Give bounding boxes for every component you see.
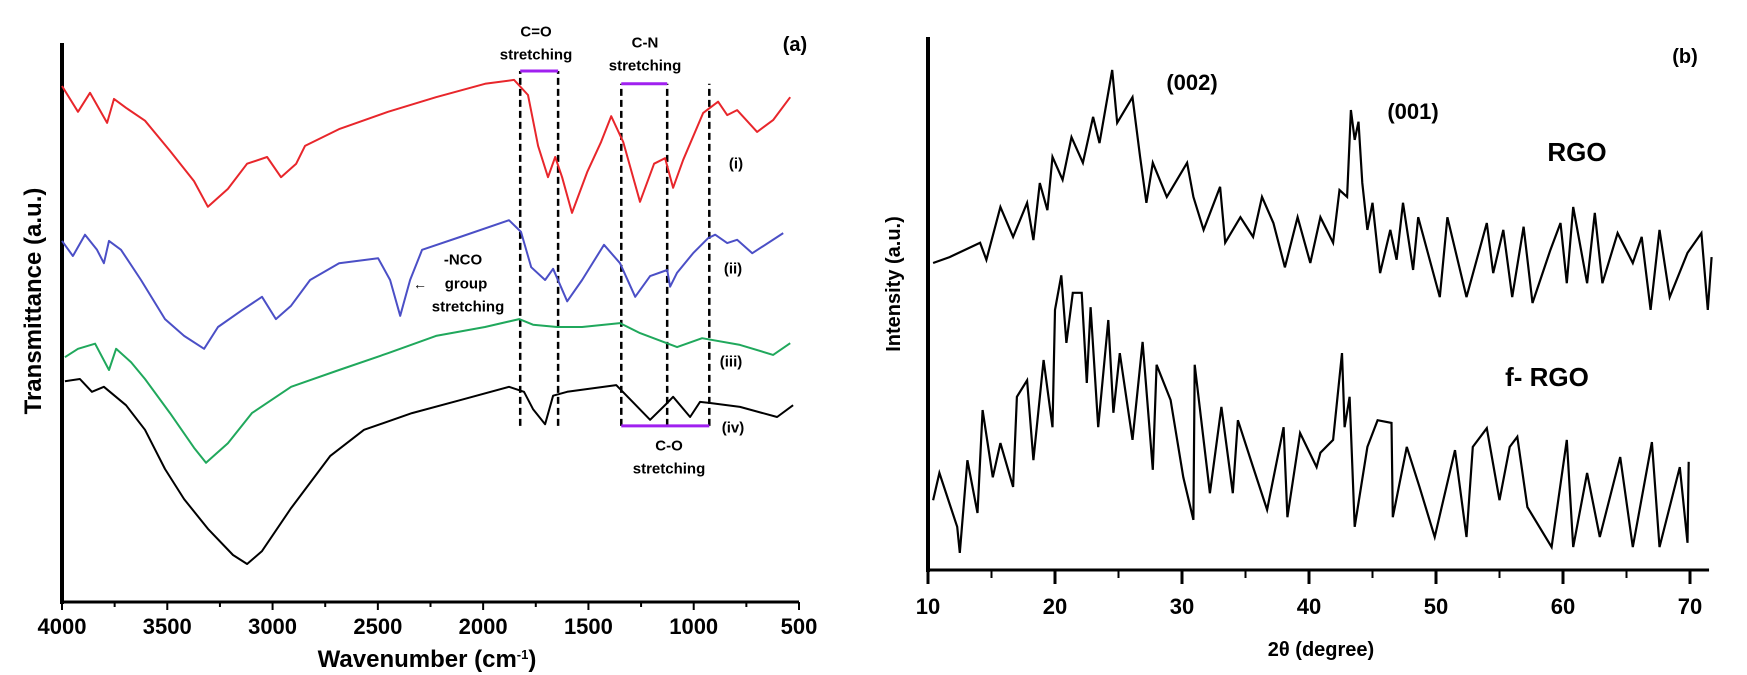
co-label: C=O <box>520 23 552 41</box>
cn-label: C-N <box>631 34 659 52</box>
peak-label-001: (001) <box>1387 99 1439 124</box>
curve-label-ii: (ii) <box>723 260 743 278</box>
nco-label: -NCO <box>443 251 483 269</box>
ftir-curve-iv <box>64 378 794 565</box>
peak-label-002: (002) <box>1166 70 1218 95</box>
c-o-sub-label: stretching <box>632 460 706 478</box>
panel-a-x-tick-label: 3000 <box>248 614 298 639</box>
panel-b-label: (b) <box>1672 46 1698 68</box>
curve-label-iv: (iv) <box>721 419 745 437</box>
x-title-main: Wavenumber (cm <box>317 646 517 673</box>
curve-label-i: (i) <box>728 155 744 173</box>
panel-a-x-axis-title: Wavenumber (cm-1) <box>318 648 537 672</box>
panel-b-x-tick-label: 10 <box>915 594 941 619</box>
xrd-curve-f-rgo <box>932 275 1690 554</box>
nco-group-label: group <box>444 275 488 293</box>
panel-a-y-axis-title: Transmittance (a.u.) <box>20 187 47 415</box>
series-label-f-rgo: f- RGO <box>1505 362 1589 392</box>
ftir-curve-ii <box>61 219 784 350</box>
panel-b-x-tick-label: 40 <box>1296 594 1322 619</box>
panel-a-label: (a) <box>782 34 808 56</box>
panel-a-x-tick-label: 500 <box>780 614 818 639</box>
ftir-curve-iii <box>64 318 791 464</box>
panel-b-x-axis-title: 2θ (degree) <box>1267 639 1375 661</box>
x-title-sup: -1 <box>516 647 529 662</box>
xrd-curve-rgo <box>932 69 1713 311</box>
panel-a-x-tick-label: 2500 <box>353 614 403 639</box>
panel-b-x-tick-label: 30 <box>1169 594 1195 619</box>
curve-label-iii: (iii) <box>719 353 743 371</box>
panel-a-x-tick-label: 4000 <box>37 614 87 639</box>
panel-b-y-axis-title: Intensity (a.u.) <box>883 216 905 352</box>
panel-a-x-tick-label: 3500 <box>142 614 192 639</box>
cn-sub-label: stretching <box>608 57 682 75</box>
x-title-end: ) <box>528 646 537 673</box>
arrow-left-icon: ← <box>413 276 427 292</box>
series-label-rgo: RGO <box>1547 137 1607 167</box>
panel-b-x-tick-label: 20 <box>1042 594 1068 619</box>
panel-b-x-tick-label: 70 <box>1677 594 1703 619</box>
nco-sub-label: stretching <box>431 298 505 316</box>
panel-a-x-tick-label: 1500 <box>563 614 613 639</box>
co-sub-label: stretching <box>499 46 573 64</box>
c-o-label: C-O <box>655 437 683 455</box>
panel-a-x-tick-label: 1000 <box>669 614 719 639</box>
panel-a-x-tick-label: 2000 <box>458 614 508 639</box>
ftir-curve-i <box>61 78 792 214</box>
panel-b-x-tick-label: 50 <box>1423 594 1449 619</box>
panel-b-x-tick-label: 60 <box>1550 594 1576 619</box>
